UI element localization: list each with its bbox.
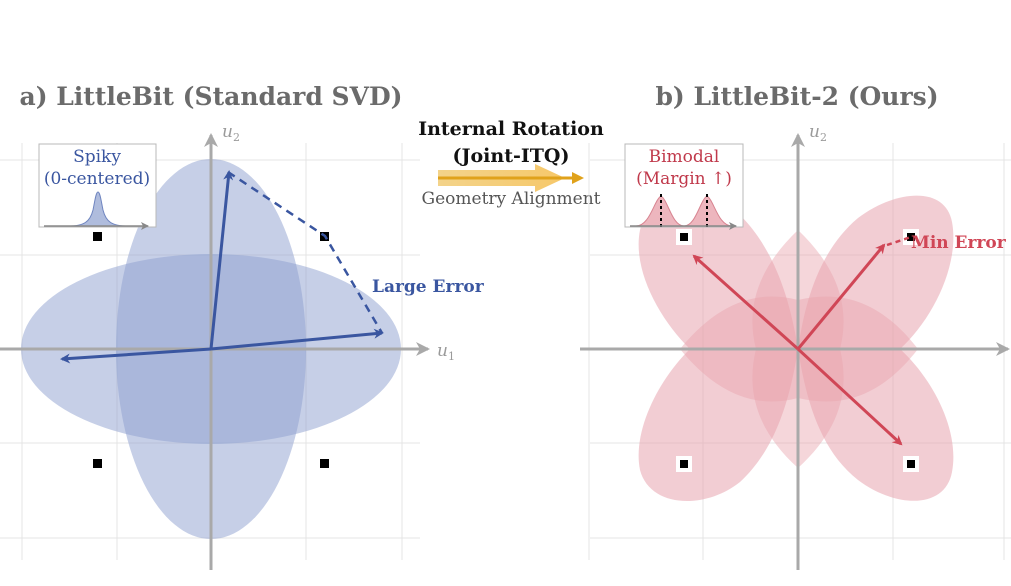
middle-line1: Internal Rotation (418, 118, 604, 140)
panel-b-error-label: Min Error (911, 233, 1007, 253)
panel-b-axis-y-label: u2 (809, 122, 827, 144)
panel-a-quant-point (320, 459, 329, 468)
panel-a-vector-right (210, 328, 384, 351)
panel-b-vector-up-right (796, 243, 886, 350)
panel-b-inset-line1: Bimodal (649, 147, 720, 167)
panel-a-axis-x-label: u1 (437, 341, 455, 363)
middle-line2: (Joint-ITQ) (453, 145, 570, 167)
panel-a-inset: Spiky (0-centered) (38, 143, 157, 230)
panel-b-inset: Bimodal (Margin ↑) (624, 143, 744, 230)
panel-a-inset-line1: Spiky (73, 147, 121, 167)
middle-line3: Geometry Alignment (422, 189, 601, 209)
panel-a-quant-point (93, 459, 102, 468)
panel-b-vector-up-left (692, 254, 799, 351)
panel-a-inset-spike-curve (67, 191, 129, 227)
panel-a-inset-line2: (0-centered) (44, 169, 150, 189)
panel-a-vector-up (209, 170, 234, 350)
panel-a-axis-y-label: u2 (222, 122, 240, 144)
panel-b-error-dashed-line (886, 235, 912, 247)
panel-a-error-dashed-line (227, 170, 384, 334)
middle-annotation: Internal Rotation (Joint-ITQ) Geometry A… (418, 118, 604, 209)
panel-a-error-label: Large Error (372, 277, 485, 297)
panel-b-inset-line2: (Margin ↑) (636, 169, 732, 189)
panel-b-vector-down-right (796, 347, 903, 446)
panel-a: u1 u2 Large Error Spiky (0-centered) a) … (0, 82, 485, 570)
panel-b-quant-points (676, 229, 919, 472)
panel-a-title: a) LittleBit (Standard SVD) (20, 82, 403, 111)
panel-a-quant-point (93, 232, 102, 241)
panel-a-vector-left (60, 347, 212, 364)
rotation-arrow (438, 164, 584, 192)
panel-b: u2 Min Error Bimodal (Margin ↑) b) Littl… (580, 82, 1011, 570)
panel-b-title: b) LittleBit-2 (Ours) (655, 82, 938, 111)
